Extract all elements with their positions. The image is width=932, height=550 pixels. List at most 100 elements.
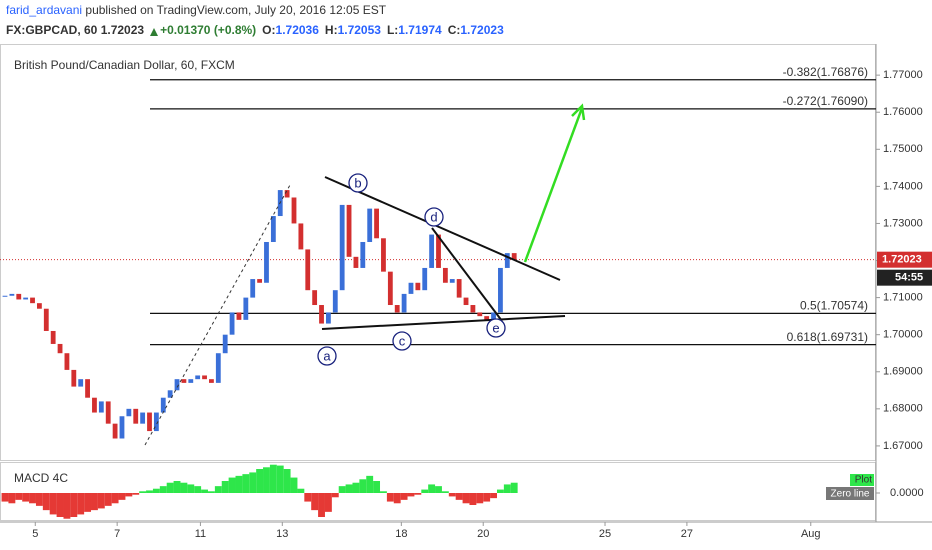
candle [442, 267, 448, 283]
candle [195, 375, 201, 380]
ohlc-value: 1.72053 [338, 23, 382, 37]
macd-bar [194, 486, 202, 493]
macd-bar [180, 482, 188, 493]
candle [105, 401, 111, 424]
macd-bar [311, 493, 319, 511]
macd-bar [496, 489, 504, 493]
candle [236, 312, 242, 320]
macd-bar [324, 493, 332, 512]
candle [477, 312, 483, 317]
wave-label: c [399, 333, 406, 348]
macd-bar [256, 469, 264, 493]
dashed-trend [144, 184, 291, 446]
candle [30, 297, 35, 304]
candle [367, 208, 373, 242]
zero-legend: Zero line [831, 489, 870, 500]
macd-bar [49, 493, 57, 515]
candle [98, 401, 104, 413]
macd-bar [448, 493, 456, 497]
candle [394, 305, 400, 313]
macd-bar [469, 493, 477, 505]
wave-circle [486, 318, 506, 338]
macd-bar [400, 493, 408, 500]
candle [312, 290, 318, 306]
macd-bar [421, 489, 429, 493]
candle [325, 312, 331, 324]
y-tick-label: 1.67000 [883, 440, 923, 452]
ohlc-key: H: [325, 23, 338, 37]
y-tick-label: 1.75000 [883, 143, 923, 155]
macd-bar [207, 491, 215, 493]
candle [408, 282, 414, 294]
candle [305, 249, 311, 291]
ohlc-key: O: [262, 23, 275, 37]
zero-legend-box [826, 487, 874, 500]
macd-bar [15, 493, 23, 500]
macd-bar [56, 493, 64, 517]
candle [422, 267, 428, 291]
candle [71, 369, 77, 387]
candle [491, 312, 496, 320]
published: published on TradingView.com, July 20, 2… [85, 3, 386, 17]
candle [16, 293, 22, 300]
last: 1.72023 [101, 23, 145, 37]
candle [229, 312, 235, 335]
target-arrow [523, 107, 584, 263]
macd-bar [77, 493, 85, 515]
macd-bar [407, 493, 415, 497]
candle [147, 412, 152, 432]
candle [484, 316, 490, 320]
macd-bar [152, 488, 160, 493]
candle [160, 397, 166, 413]
candle [429, 234, 435, 268]
wave-circle [317, 346, 337, 366]
candle [64, 353, 70, 370]
candle [23, 297, 29, 300]
candle [215, 353, 221, 383]
y-tick-label: 1.77000 [883, 69, 923, 81]
candle [50, 330, 56, 344]
candle [43, 308, 49, 331]
y-tick-label: 1.68000 [883, 403, 923, 415]
wave-circle [424, 207, 444, 227]
macd-bar [290, 477, 298, 493]
ohlc-key: C: [448, 23, 461, 37]
macd-bar [132, 493, 140, 495]
macd-bar [393, 493, 401, 504]
macd-bar [304, 493, 312, 502]
candle [374, 208, 379, 239]
candle [346, 204, 352, 257]
candle [449, 279, 455, 283]
current-price-box [877, 251, 932, 268]
macd-bar [118, 493, 126, 500]
candle [456, 279, 462, 298]
candle [401, 293, 407, 313]
x-tick-label: 20 [477, 528, 489, 540]
macd-bar [228, 477, 236, 493]
candle [284, 190, 290, 198]
candle [298, 223, 304, 250]
plot-legend-box [850, 474, 874, 486]
y-tick-label: 1.71000 [883, 292, 923, 304]
candle [504, 253, 510, 268]
change: +0.01370 (+0.8%) [160, 23, 256, 37]
macd-bar [359, 479, 367, 493]
macd-bar [1, 493, 9, 502]
macd-bar [428, 484, 436, 493]
macd-bar [263, 467, 270, 493]
candle [264, 241, 269, 283]
macd-bar [476, 493, 484, 504]
macd-bar [22, 493, 30, 502]
upper-trendline [324, 176, 561, 281]
chart-title: British Pound/Canadian Dollar, 60, FXCM [14, 58, 235, 72]
macd-bar [35, 493, 43, 506]
x-tick-label: 25 [599, 528, 611, 540]
macd-bar [159, 486, 167, 493]
macd-bar [373, 481, 381, 493]
candle [353, 256, 359, 268]
candle [319, 305, 324, 324]
candle [188, 379, 194, 383]
fib-label: 0.5(1.70574) [800, 299, 868, 313]
macd-bar [166, 482, 174, 493]
